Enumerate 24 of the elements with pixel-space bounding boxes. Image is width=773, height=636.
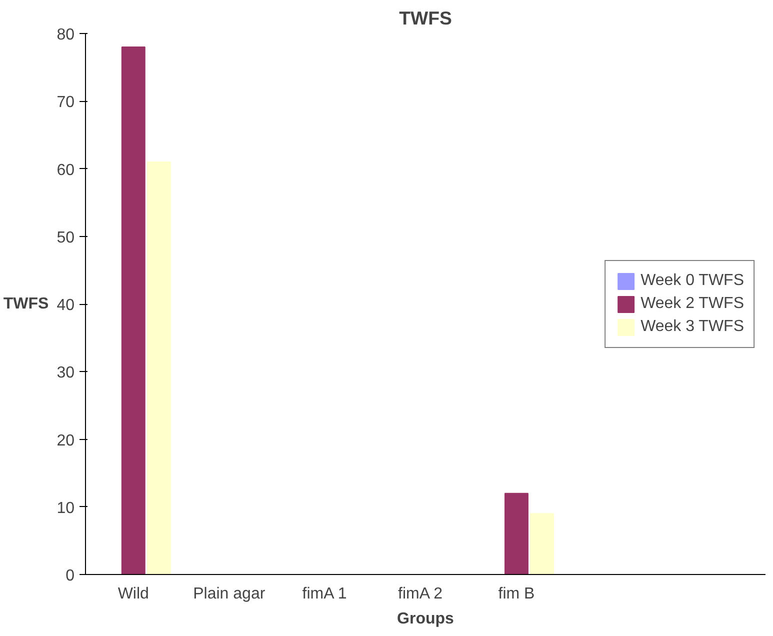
legend-label: Week 3 TWFS [640,318,744,336]
y-tick-label: 50 [56,229,75,246]
x-axis-title: Groups [397,610,454,628]
x-tick-label: fim B [498,586,535,602]
y-tick-label: 80 [56,26,75,44]
legend-label: Week 0 TWFS [640,272,744,290]
bar [121,46,146,574]
y-tick-label: 70 [56,94,75,112]
y-tick-label: 0 [66,568,75,584]
y-axis-title: TWFS [3,296,50,312]
bar [146,161,171,574]
bar [530,513,554,574]
y-tick-label: 10 [56,500,75,517]
bar [504,492,528,574]
x-tick-label: Wild [118,586,149,602]
x-tick-label: fimA 1 [302,586,347,602]
legend-label: Week 2 TWFS [640,294,744,312]
y-tick-label: 60 [56,162,75,179]
y-tick-label: 40 [56,297,75,314]
x-tick-label: fimA 2 [398,586,443,602]
y-tick-label: 30 [56,364,75,382]
y-tick-label: 20 [56,432,75,450]
x-tick-label: Plain agar [193,586,266,602]
chart-title: TWFS [399,8,452,28]
